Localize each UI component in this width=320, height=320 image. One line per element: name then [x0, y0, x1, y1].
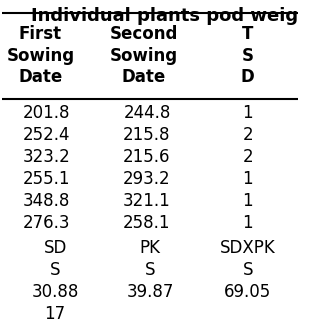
Text: 348.8: 348.8	[23, 192, 70, 210]
Text: 252.4: 252.4	[22, 126, 70, 144]
Text: S: S	[243, 261, 253, 279]
Text: 1: 1	[242, 192, 253, 210]
Text: 17: 17	[44, 305, 66, 320]
Text: 201.8: 201.8	[22, 104, 70, 122]
Text: T
S
D: T S D	[241, 25, 254, 86]
Text: 2: 2	[242, 126, 253, 144]
Text: 215.8: 215.8	[123, 126, 171, 144]
Text: 215.6: 215.6	[123, 148, 171, 166]
Text: 323.2: 323.2	[22, 148, 70, 166]
Text: 2: 2	[242, 148, 253, 166]
Text: SDXPK: SDXPK	[220, 239, 276, 257]
Text: Second
Sowing
Date: Second Sowing Date	[110, 25, 178, 86]
Text: 30.88: 30.88	[31, 283, 79, 301]
Text: Individual plants pod weig: Individual plants pod weig	[31, 7, 298, 25]
Text: 276.3: 276.3	[22, 214, 70, 232]
Text: 321.1: 321.1	[123, 192, 171, 210]
Text: 255.1: 255.1	[22, 170, 70, 188]
Text: 39.87: 39.87	[126, 283, 174, 301]
Text: SD: SD	[44, 239, 67, 257]
Text: S: S	[145, 261, 155, 279]
Text: 1: 1	[242, 170, 253, 188]
Text: 1: 1	[242, 214, 253, 232]
Text: 244.8: 244.8	[123, 104, 171, 122]
Text: First
Sowing
Date: First Sowing Date	[6, 25, 74, 86]
Text: 69.05: 69.05	[224, 283, 271, 301]
Text: 258.1: 258.1	[123, 214, 171, 232]
Text: S: S	[50, 261, 60, 279]
Text: 293.2: 293.2	[123, 170, 171, 188]
Text: PK: PK	[140, 239, 160, 257]
Text: 1: 1	[242, 104, 253, 122]
